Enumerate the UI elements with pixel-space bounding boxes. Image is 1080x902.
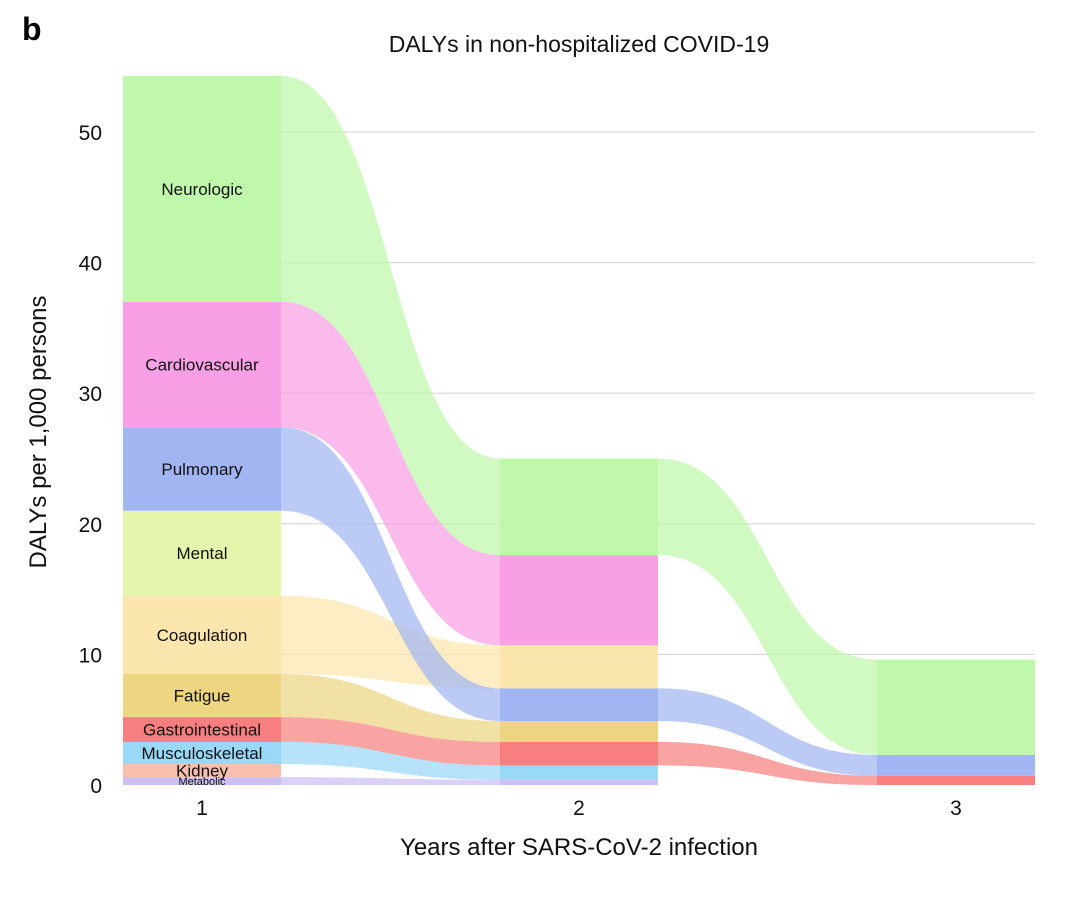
stacked-blocks [123,75,1035,785]
bar-cardiovascular-year-2 [500,555,658,646]
y-tick-20: 20 [79,514,102,537]
flow-cardiovascular-1-2 [281,301,500,646]
label-coagulation: Coagulation [157,626,248,645]
bar-fatigue-year-2 [500,721,658,742]
bar-metabolic-year-1 [123,777,281,785]
label-metabolic: Metabolic [178,776,226,788]
label-fatigue: Fatigue [174,687,231,706]
bar-neurologic-year-1 [123,75,281,302]
y-tick-50: 50 [79,122,102,145]
bar-pulmonary-year-2 [500,688,658,722]
bar-coagulation-year-1 [123,595,281,674]
bar-neurologic-year-2 [500,458,658,556]
flow-pulmonary-1-2 [281,427,500,722]
bar-musculoskeletal-year-1 [123,741,281,765]
flow-pulmonary-2-3 [658,688,877,776]
y-tick-0: 0 [90,775,102,798]
x-tick-1: 1 [196,797,208,820]
chart-title: DALYs in non-hospitalized COVID-19 [389,31,770,57]
bar-pulmonary-year-1 [123,427,281,511]
flow-bands [281,75,877,785]
bar-cardiovascular-year-1 [123,301,281,428]
y-tick-40: 40 [79,253,102,276]
label-kidney: Kidney [176,762,228,781]
bar-pulmonary-year-3 [877,754,1035,776]
x-axis-label: Years after SARS-CoV-2 infection [400,834,758,861]
flow-gastrointestinal-1-2 [281,717,500,766]
y-tick-30: 30 [79,383,102,406]
bar-coagulation-2-year-2 [500,645,658,689]
flow-gastrointestinal-2-3 [658,741,877,785]
bar-gastrointestinal-year-2 [500,741,658,766]
flow-neurologic-2-3 [658,458,877,755]
bar-fatigue-year-1 [123,673,281,718]
bar-kidney-year-1 [123,764,281,778]
bar-mental-year-1 [123,510,281,596]
y-axis-label: DALYs per 1,000 persons [25,295,52,568]
bar-gastrointestinal-year-1 [123,717,281,742]
label-neurologic: Neurologic [161,180,243,199]
bar-metabolic-year-2 [500,779,658,785]
bar-musculoskeletal-year-2 [500,765,658,780]
label-mental: Mental [176,544,227,563]
bar-neurologic-year-3 [877,659,1035,755]
label-cardiovascular: Cardiovascular [145,355,259,374]
label-gastrointestinal: Gastrointestinal [143,720,261,739]
flow-musculoskeletal-1-2 [281,741,500,780]
label-musculoskeletal: Musculoskeletal [142,744,263,763]
x-tick-2: 2 [573,797,585,820]
bar-gastrointestinal-year-3 [877,775,1035,785]
flow-neurologic-1-2 [281,75,500,556]
y-tick-10: 10 [79,644,102,667]
label-pulmonary: Pulmonary [161,460,243,479]
flow-metabolic-1-2 [281,777,500,785]
x-tick-3: 3 [950,797,962,820]
flow-fatigue-1-2 [281,673,500,742]
panel-letter: b [22,11,42,47]
x-tick-labels: 1 2 3 [196,797,962,820]
y-tick-labels: 0 10 20 30 40 50 [79,122,102,798]
